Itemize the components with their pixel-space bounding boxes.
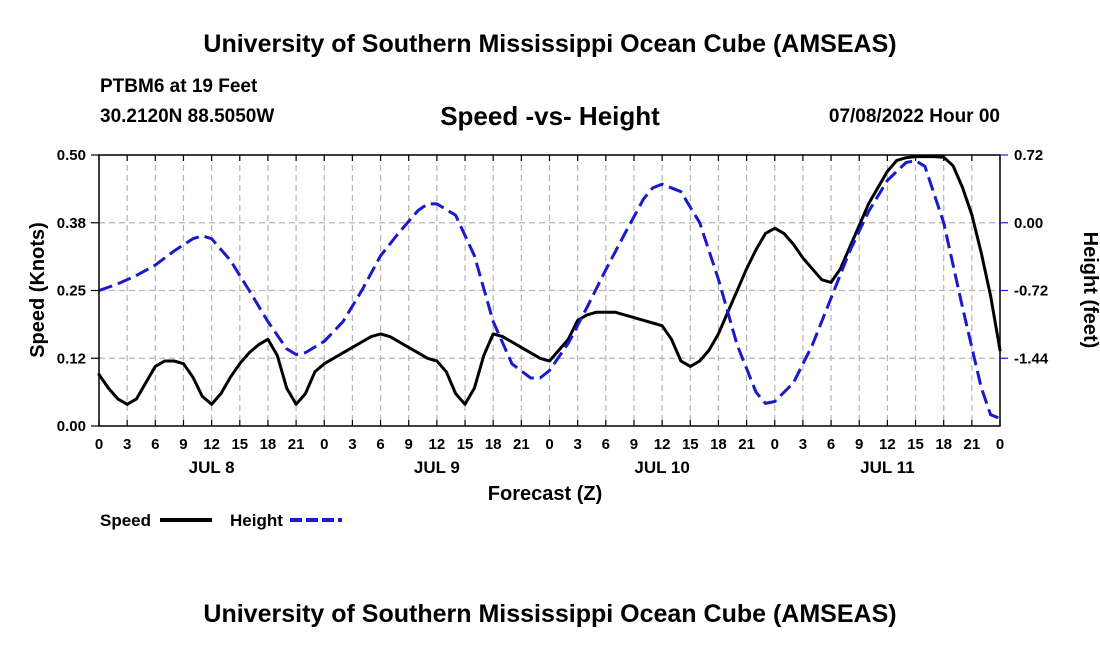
- x-tick-label: 6: [151, 436, 159, 453]
- y2-tick-label: -0.72: [1014, 283, 1048, 300]
- y2-tick-label: -1.44: [1014, 350, 1049, 367]
- y2-tick-label: 0.72: [1014, 147, 1043, 164]
- y2-axis-title: Height (feet): [1079, 232, 1100, 349]
- x-tick-label: 12: [429, 436, 446, 453]
- x-tick-label: 12: [203, 436, 220, 453]
- y-tick-label: 0.12: [57, 350, 86, 367]
- x-tick-label: 15: [457, 436, 474, 453]
- x-tick-label: 18: [935, 436, 952, 453]
- footer-title: University of Southern Mississippi Ocean…: [203, 600, 897, 628]
- x-tick-label: 21: [288, 436, 305, 453]
- x-tick-label: 6: [602, 436, 610, 453]
- legend: Speed Height: [100, 511, 342, 530]
- y-tick-label: 0.50: [57, 147, 86, 164]
- x-tick-label: 6: [827, 436, 835, 453]
- x-tick-label: 18: [260, 436, 277, 453]
- x-tick-label: 18: [485, 436, 502, 453]
- x-tick-label: 15: [682, 436, 699, 453]
- main-title: University of Southern Mississippi Ocean…: [203, 30, 897, 58]
- x-tick-label: 12: [654, 436, 671, 453]
- series-group: [97, 155, 1002, 420]
- day-label: JUL 11: [860, 458, 915, 477]
- day-label: JUL 10: [634, 458, 689, 477]
- x-tick-label: 3: [799, 436, 807, 453]
- x-tick-label: 0: [996, 436, 1004, 453]
- x-axis-title: Forecast (Z): [488, 483, 602, 505]
- x-tick-label: 3: [348, 436, 356, 453]
- x-tick-label: 9: [855, 436, 863, 453]
- x-tick-label: 0: [95, 436, 103, 453]
- x-tick-label: 21: [964, 436, 981, 453]
- series-speed-line: [97, 155, 1002, 406]
- x-tick-label: 9: [405, 436, 413, 453]
- x-tick-label: 9: [179, 436, 187, 453]
- y-tick-label: 0.00: [57, 418, 86, 435]
- x-tick-label: 0: [545, 436, 553, 453]
- grid-lines: [99, 154, 1000, 426]
- x-tick-label: 15: [907, 436, 924, 453]
- series-height-line: [98, 159, 1001, 420]
- y-tick-label: 0.25: [57, 283, 86, 300]
- legend-height-label: Height: [230, 511, 283, 530]
- x-tick-label: 3: [123, 436, 131, 453]
- x-tick-label: 3: [573, 436, 581, 453]
- x-tick-label: 0: [771, 436, 779, 453]
- station-label: PTBM6 at 19 Feet: [100, 76, 258, 97]
- x-tick-label: 21: [738, 436, 755, 453]
- station-coordinates: 30.2120N 88.5050W: [100, 106, 275, 127]
- x-tick-label: 18: [710, 436, 727, 453]
- day-label: JUL 8: [189, 458, 235, 477]
- y2-tick-label: 0.00: [1014, 215, 1043, 232]
- x-tick-label: 0: [320, 436, 328, 453]
- y-axis-title: Speed (Knots): [27, 222, 49, 358]
- axes-group: 0 3 6 9 12 15 18 21 0 3 6 9 12 15 18 21 0 3 6 9 12 15 18 21 0 3 6 9…: [57, 147, 1049, 477]
- x-tick-label: 6: [376, 436, 384, 453]
- x-tick-label: 21: [513, 436, 530, 453]
- forecast-datetime: 07/08/2022 Hour 00: [828, 106, 1000, 127]
- x-tick-label: 12: [879, 436, 896, 453]
- day-label: JUL 9: [414, 458, 460, 477]
- x-tick-label: 15: [231, 436, 248, 453]
- y-tick-label: 0.38: [57, 215, 86, 232]
- x-tick-label: 9: [630, 436, 638, 453]
- chart-title: Speed -vs- Height: [440, 101, 660, 131]
- legend-speed-label: Speed: [100, 511, 151, 530]
